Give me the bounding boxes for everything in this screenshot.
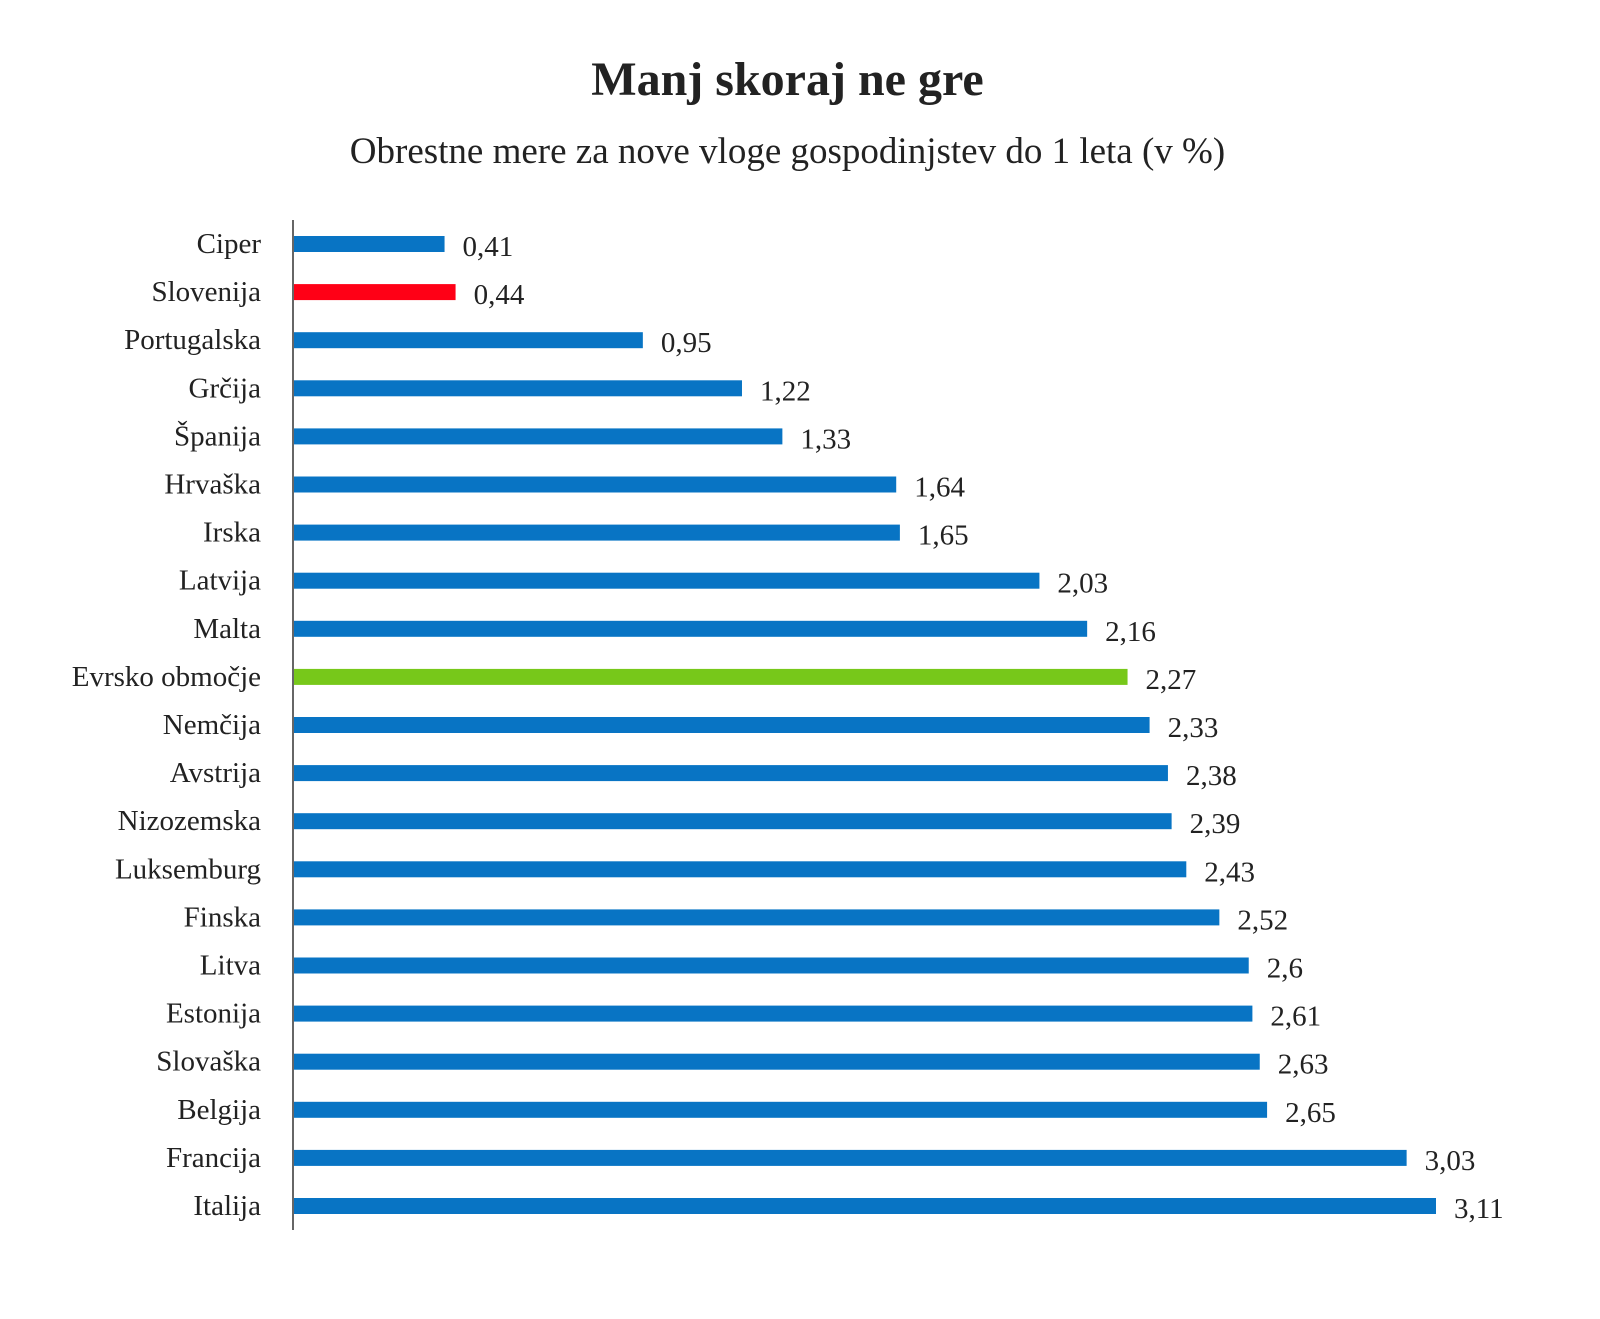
value-label: 1,65 bbox=[918, 520, 969, 552]
category-label: Nizozemska bbox=[118, 805, 261, 837]
value-label: 2,39 bbox=[1190, 808, 1241, 840]
value-label: 0,44 bbox=[474, 279, 525, 311]
category-label: Nemčija bbox=[163, 709, 261, 741]
category-label: Ciper bbox=[197, 228, 262, 260]
value-label: 0,41 bbox=[463, 231, 514, 263]
bar bbox=[294, 236, 445, 252]
value-label: 1,33 bbox=[800, 423, 851, 455]
value-label: 2,6 bbox=[1267, 953, 1303, 985]
category-label: Portugalska bbox=[124, 324, 261, 356]
chart-subtitle: Obrestne mere za nove vloge gospodinjste… bbox=[349, 131, 1226, 172]
bar bbox=[294, 668, 1128, 685]
value-label: 2,03 bbox=[1057, 568, 1108, 600]
bar bbox=[294, 428, 783, 445]
value-label: 1,64 bbox=[914, 472, 965, 504]
bar bbox=[294, 1005, 1253, 1022]
bar bbox=[294, 1198, 1436, 1214]
value-label: 2,52 bbox=[1237, 904, 1288, 936]
bar bbox=[294, 620, 1088, 637]
bar bbox=[294, 861, 1187, 878]
bar bbox=[294, 717, 1150, 733]
value-label: 2,65 bbox=[1285, 1097, 1336, 1129]
category-label: Hrvaška bbox=[164, 469, 261, 501]
value-label: 1,22 bbox=[760, 375, 811, 407]
bar bbox=[294, 1053, 1260, 1070]
value-label: 3,03 bbox=[1425, 1145, 1476, 1177]
bar bbox=[294, 909, 1220, 926]
bar bbox=[294, 765, 1168, 782]
category-label: Italija bbox=[193, 1190, 261, 1222]
category-label: Finska bbox=[184, 901, 261, 933]
bar bbox=[294, 813, 1172, 830]
category-label: Estonija bbox=[166, 998, 261, 1030]
category-label: Litva bbox=[200, 950, 261, 982]
bar bbox=[294, 284, 456, 301]
category-label: Irska bbox=[203, 517, 261, 549]
value-label: 2,43 bbox=[1204, 856, 1255, 888]
category-label: Malta bbox=[193, 613, 261, 645]
value-label: 3,11 bbox=[1454, 1193, 1504, 1225]
category-label: Slovaška bbox=[156, 1046, 261, 1078]
value-label: 2,16 bbox=[1105, 616, 1156, 648]
value-label: 0,95 bbox=[661, 327, 712, 359]
category-label: Latvija bbox=[179, 565, 261, 597]
bar bbox=[294, 1149, 1407, 1166]
bar bbox=[294, 572, 1040, 589]
category-label: Evrsko območje bbox=[72, 661, 261, 693]
category-label: Luksemburg bbox=[115, 853, 261, 885]
category-label: Belgija bbox=[177, 1094, 261, 1126]
bar bbox=[294, 524, 900, 541]
category-label: Avstrija bbox=[170, 757, 261, 789]
chart-title: Manj skoraj ne gre bbox=[591, 53, 984, 106]
value-label: 2,63 bbox=[1278, 1049, 1329, 1081]
bar bbox=[294, 1101, 1268, 1118]
value-label: 2,33 bbox=[1168, 712, 1219, 744]
category-label: Slovenija bbox=[151, 276, 261, 308]
bar bbox=[294, 332, 643, 349]
bar bbox=[294, 476, 897, 493]
value-label: 2,61 bbox=[1270, 1001, 1321, 1033]
bar bbox=[294, 380, 742, 397]
category-label: Grčija bbox=[189, 372, 262, 404]
value-label: 2,38 bbox=[1186, 760, 1237, 792]
value-label: 2,27 bbox=[1146, 664, 1197, 696]
bar bbox=[294, 957, 1249, 974]
category-label: Španija bbox=[174, 419, 261, 452]
category-label: Francija bbox=[166, 1142, 261, 1174]
